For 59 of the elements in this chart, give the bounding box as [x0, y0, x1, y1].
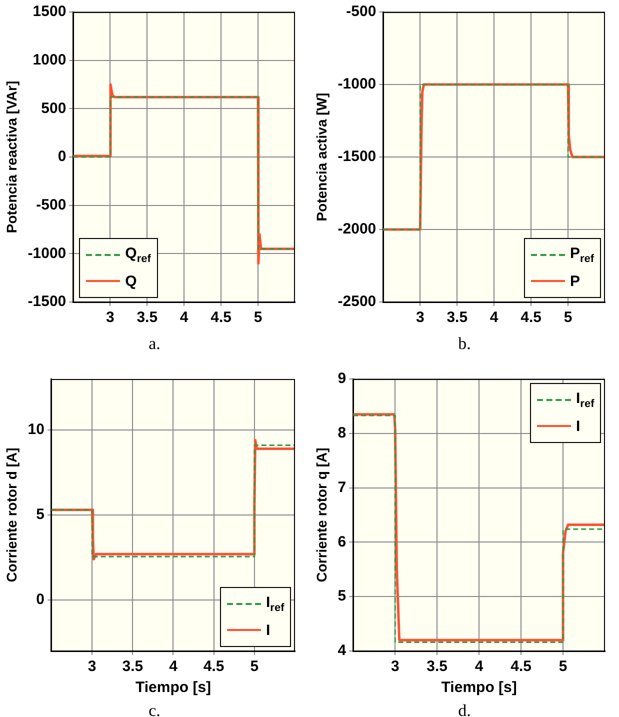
y-axis-title: Corriente rotor d [A]: [3, 448, 20, 582]
y-tick-label: 1500: [32, 3, 66, 20]
x-tick-label: 4: [169, 658, 178, 676]
x-tick-label: 3: [390, 658, 400, 676]
y-tick-label: 8: [338, 424, 346, 442]
y-tick-label: 5: [36, 506, 44, 524]
y-tick-label: 9: [338, 370, 346, 388]
y-tick-label: 500: [41, 100, 66, 117]
y-tick-label: -500: [36, 196, 66, 214]
x-tick-label: 4.5: [520, 309, 542, 326]
x-tick-label: 4.5: [203, 658, 224, 676]
x-tick-label: 3.5: [122, 658, 144, 676]
y-tick-label: -1500: [28, 293, 66, 310]
y-tick-label: 0: [58, 148, 66, 166]
y-tick-label: 6: [338, 533, 346, 550]
x-axis-title: Tiempo [s]: [441, 679, 517, 696]
text: a.: [148, 334, 162, 354]
x-tick-label: 3: [416, 309, 424, 326]
x-tick-label: 5: [564, 309, 572, 326]
x-tick-label: 3: [88, 658, 96, 676]
x-tick-label: 5: [254, 309, 262, 326]
y-tick-label: 0: [36, 591, 44, 608]
y-axis-title: Corriente rotor q [A]: [313, 448, 330, 582]
y-tick-label: -2000: [338, 220, 376, 238]
y-axis-title: Potencia activa [W]: [313, 92, 330, 222]
y-tick-label: -1500: [338, 148, 376, 166]
y-tick-label: -1000: [28, 244, 66, 262]
y-tick-label: 7: [338, 478, 346, 496]
x-tick-label: 5: [558, 658, 568, 676]
x-tick-label: 5: [250, 658, 259, 676]
legend-label: I: [576, 418, 580, 434]
legend-label: Q: [125, 272, 137, 290]
y-tick-label: 1000: [32, 51, 66, 68]
legend-label: I: [266, 622, 270, 638]
y-tick-label: 4: [338, 642, 347, 660]
legend-label: I$_{ref}$: [266, 594, 284, 614]
y-axis-title: Potencia reactiva [VAr]: [3, 80, 20, 234]
legend-label: I$_{ref}$: [576, 390, 594, 410]
legend-label: P: [570, 272, 580, 290]
text: b.: [457, 334, 472, 354]
y-tick-label: -500: [346, 3, 376, 20]
text: c.: [148, 701, 162, 717]
x-tick-label: 4.5: [210, 309, 232, 326]
y-tick-label: -1000: [338, 76, 376, 93]
x-tick-label: 4: [180, 309, 189, 326]
x-tick-label: 4: [474, 658, 484, 676]
text: d.: [457, 701, 472, 717]
legend-label: Q$_{ref}$: [125, 245, 151, 265]
legend-label: P$_{ref}$: [570, 245, 594, 265]
x-axis-title: Tiempo [s]: [135, 679, 212, 696]
y-tick-label: -2500: [338, 293, 376, 310]
x-tick-label: 3.5: [136, 309, 158, 326]
y-tick-label: 10: [28, 421, 44, 438]
x-tick-label: 3: [106, 309, 114, 326]
x-tick-label: 4: [490, 309, 499, 326]
x-tick-label: 3.5: [426, 658, 448, 676]
y-tick-label: 5: [338, 588, 346, 605]
x-tick-label: 4.5: [510, 658, 532, 676]
x-tick-label: 3.5: [446, 309, 468, 326]
